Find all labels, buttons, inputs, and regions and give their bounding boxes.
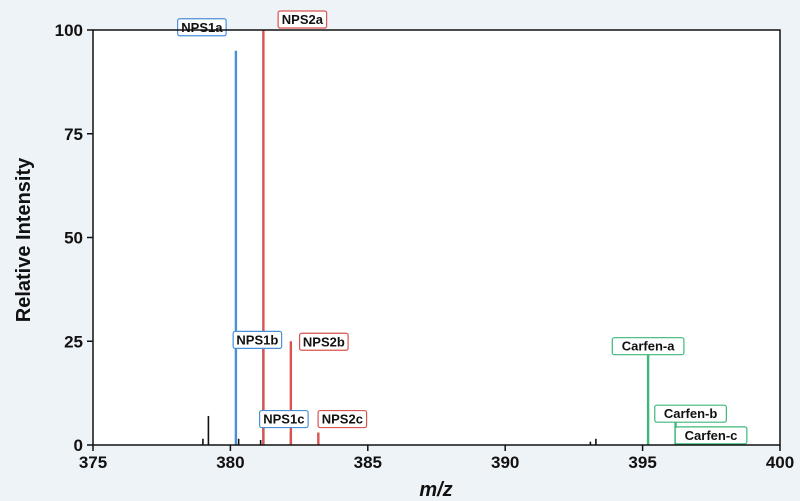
tag-text: Carfen-c: [685, 428, 738, 443]
tag-box: [317, 409, 368, 429]
y-axis: 0 25 50 75 100: [55, 21, 93, 455]
x-tick-label: 390: [491, 453, 519, 472]
peak-labels-layer: NPS1a NPS1b NPS1c NPS2a NPS2b NPS2c Carfen-a Ca…: [177, 10, 748, 445]
y-axis-title: Relative Intensity: [13, 157, 35, 322]
tag-box: [299, 332, 349, 351]
tag-text: NPS1a: [181, 20, 223, 35]
tag-nps1a: NPS1a: [177, 18, 227, 37]
x-tick-label: 380: [216, 453, 244, 472]
tag-box: [259, 409, 309, 429]
tag-text: NPS1b: [236, 332, 278, 347]
y-tick-label: 75: [64, 125, 83, 144]
tag-text: NPS1c: [263, 412, 304, 427]
tag-nps1c: NPS1c: [259, 409, 309, 429]
y-tick-label: 100: [55, 21, 83, 40]
tag-box: [177, 18, 227, 37]
tag-carfen-a: Carfen-a: [611, 337, 685, 356]
tag-box: [277, 10, 328, 29]
tag-box: [232, 330, 283, 349]
x-tick-label: 395: [628, 453, 656, 472]
y-tick-label: 50: [64, 229, 83, 248]
tag-box: [654, 404, 727, 423]
y-tick-label: 0: [74, 436, 83, 455]
x-tick-label: 375: [79, 453, 107, 472]
tag-text: NPS2c: [322, 412, 363, 427]
tag-nps2a: NPS2a: [277, 10, 328, 29]
x-tick-label: 400: [766, 453, 794, 472]
tag-text: NPS2a: [282, 12, 324, 27]
peaks-layer: [202, 30, 729, 445]
tag-nps1b: NPS1b: [232, 330, 283, 349]
tag-box: [611, 337, 685, 356]
tag-text: Carfen-b: [664, 406, 718, 421]
tag-text: Carfen-a: [622, 339, 676, 354]
tag-box: [674, 426, 748, 445]
tag-carfen-c: Carfen-c: [674, 426, 748, 445]
tag-nps2c: NPS2c: [317, 409, 368, 429]
plot-area: [93, 30, 780, 445]
y-tick-label: 25: [64, 332, 83, 351]
tag-text: NPS2b: [303, 334, 345, 349]
x-axis-title: m/z: [419, 479, 452, 501]
tag-nps2b: NPS2b: [299, 332, 349, 351]
x-axis: 375 380 385 390 395 400: [79, 445, 794, 472]
tag-carfen-b: Carfen-b: [654, 404, 727, 423]
x-tick-label: 385: [354, 453, 382, 472]
